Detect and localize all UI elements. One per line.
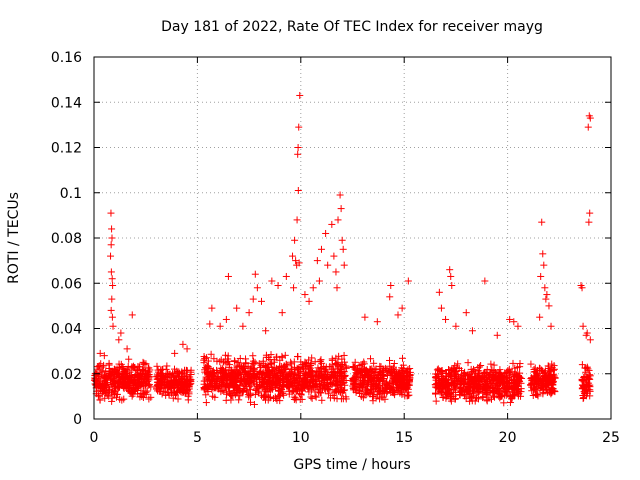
data-point: [134, 373, 142, 381]
y-tick-label: 0.16: [51, 50, 82, 66]
data-point: [132, 385, 140, 393]
data-point: [139, 389, 147, 397]
data-point: [128, 379, 136, 387]
data-point: [128, 392, 136, 400]
data-point: [104, 379, 112, 387]
x-tick-label: 25: [602, 430, 620, 446]
data-point: [119, 374, 127, 382]
data-point: [105, 365, 113, 373]
data-point: [102, 375, 110, 383]
grid: [94, 57, 611, 419]
data-point: [107, 389, 115, 397]
data-point: [99, 388, 107, 396]
data-point: [115, 369, 123, 377]
data-point: [96, 396, 104, 404]
data-point: [122, 382, 130, 390]
data-point: [140, 367, 148, 375]
y-tick-label: 0.04: [51, 322, 82, 338]
data-point: [123, 366, 131, 374]
data-point: [113, 365, 121, 373]
data-point: [140, 390, 148, 398]
data-point: [110, 377, 118, 385]
data-point: [93, 363, 101, 371]
data-point: [120, 395, 128, 403]
data-point: [143, 374, 151, 382]
y-tick-label: 0.02: [51, 367, 82, 383]
y-tick-label: 0.1: [60, 186, 82, 202]
data-point: [141, 373, 149, 381]
data-point: [114, 370, 122, 378]
data-point: [114, 383, 122, 391]
x-tick-label: 10: [292, 430, 310, 446]
data-point: [125, 355, 133, 363]
chart-title: Day 181 of 2022, Rate Of TEC Index for r…: [161, 19, 543, 35]
data-point: [105, 383, 113, 391]
data-point: [135, 363, 143, 371]
x-tick-label: 0: [90, 430, 99, 446]
y-tick-label: 0.12: [51, 141, 82, 157]
data-point: [128, 363, 136, 371]
data-point: [139, 358, 147, 366]
data-point: [102, 368, 110, 376]
y-tick-label: 0: [73, 412, 82, 428]
y-tick-label: 0.08: [51, 231, 82, 247]
data-point: [133, 366, 141, 374]
y-tick-label: 0.06: [51, 276, 82, 292]
x-tick-label: 5: [193, 430, 202, 446]
data-point: [108, 397, 116, 405]
data-point: [120, 367, 128, 375]
x-axis-label: GPS time / hours: [293, 457, 410, 473]
data-point: [139, 394, 147, 402]
x-tick-label: 20: [499, 430, 517, 446]
data-point: [103, 391, 111, 399]
data-point: [95, 375, 103, 383]
data-point: [125, 380, 133, 388]
data-point: [140, 359, 148, 367]
data-point: [113, 393, 121, 401]
data-point: [92, 381, 100, 389]
data-point: [145, 368, 153, 376]
y-tick-label: 0.14: [51, 95, 82, 111]
data-point: [114, 384, 122, 392]
x-tick-label: 15: [395, 430, 413, 446]
data-point: [142, 379, 150, 387]
data-point: [108, 394, 116, 402]
dense-scatter-bands: [90, 350, 594, 408]
data-point: [123, 385, 131, 393]
data-point: [105, 392, 113, 400]
y-axis-label: ROTI / TECUs: [6, 192, 22, 284]
data-point: [145, 395, 153, 403]
